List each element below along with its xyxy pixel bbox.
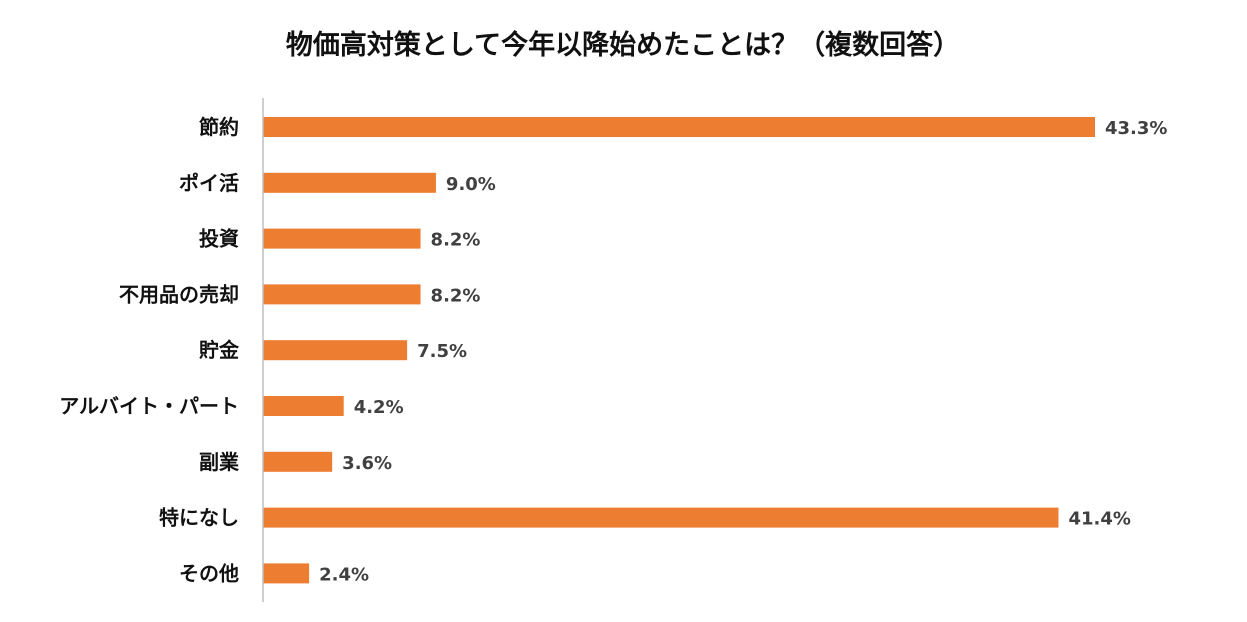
category-label-3: 不用品の売却 — [119, 282, 239, 306]
value-label-8: 2.4% — [319, 564, 369, 585]
category-label-7: 特になし — [159, 506, 239, 530]
category-label-8: その他 — [179, 561, 239, 585]
category-label-2: 投資 — [199, 227, 239, 251]
category-label-0: 節約 — [199, 115, 239, 139]
category-label-5: アルバイト・パート — [59, 394, 239, 418]
category-label-1: ポイ活 — [179, 171, 239, 195]
value-label-1: 9.0% — [446, 174, 496, 195]
value-label-3: 8.2% — [431, 285, 481, 306]
bar-8 — [263, 563, 310, 584]
bar-3 — [263, 284, 421, 305]
bar-4 — [263, 340, 408, 361]
value-label-0: 43.3% — [1105, 118, 1167, 139]
bars-group — [263, 117, 1095, 584]
bar-2 — [263, 228, 421, 249]
value-label-4: 7.5% — [417, 341, 467, 362]
bar-6 — [263, 451, 333, 472]
value-label-6: 3.6% — [342, 453, 392, 474]
value-label-7: 41.4% — [1068, 509, 1130, 530]
value-labels-group: 43.3% 9.0% 8.2% 8.2% 7.5% 4.2% 3.6% 41.4% 2.4% — [319, 118, 1167, 585]
chart-title: 物価高対策として今年以降始めたことは？（複数回答） — [286, 29, 960, 61]
bar-0 — [263, 117, 1095, 137]
category-label-6: 副業 — [199, 450, 240, 474]
bar-5 — [263, 396, 344, 416]
category-label-4: 貯金 — [199, 338, 240, 362]
value-label-2: 8.2% — [431, 230, 481, 251]
value-label-5: 4.2% — [354, 397, 404, 418]
bar-7 — [263, 507, 1059, 528]
bar-1 — [263, 172, 436, 193]
